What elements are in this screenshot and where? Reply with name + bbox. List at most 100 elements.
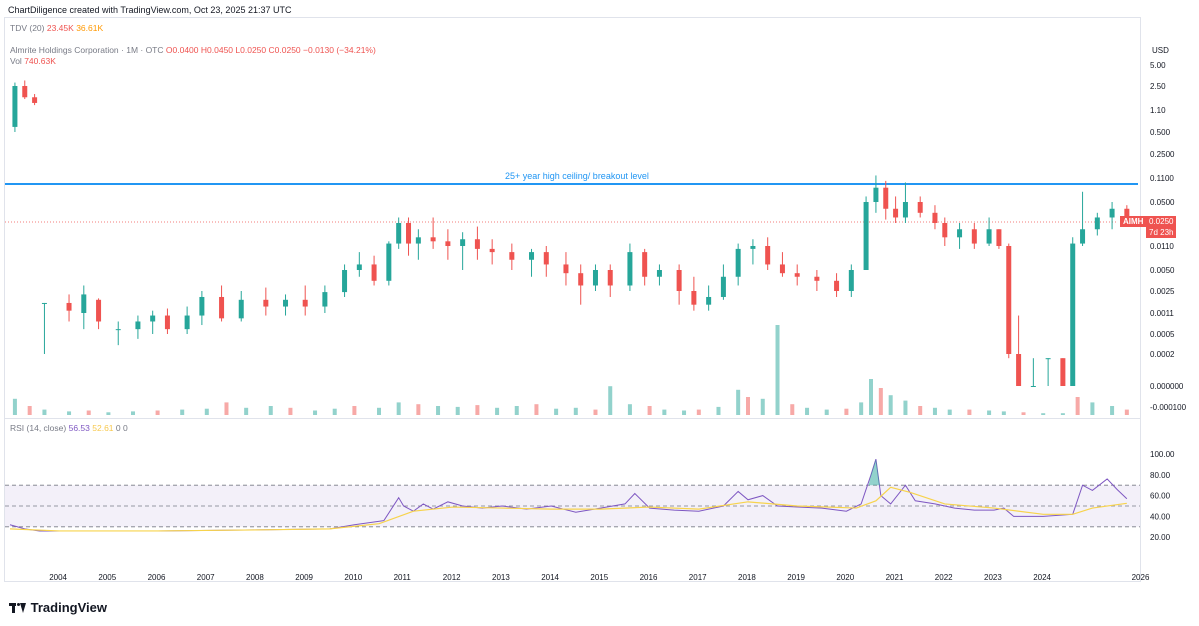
brand-name: TradingView xyxy=(30,600,107,615)
rsi-tick-label: 40.00 xyxy=(1150,512,1171,521)
time-tick-label: 2015 xyxy=(590,573,608,582)
volume-bar xyxy=(844,408,849,415)
tdv-value-1: 23.45K xyxy=(46,23,74,33)
price-badge: 0.0250 xyxy=(1146,216,1177,227)
volume-bar xyxy=(775,325,780,415)
candle-body xyxy=(263,299,269,307)
candle-body xyxy=(529,252,535,260)
currency-label[interactable]: USD xyxy=(1152,46,1169,55)
candle-body xyxy=(750,246,756,249)
time-tick-label: 2019 xyxy=(787,573,805,582)
time-tick-label: 2016 xyxy=(640,573,658,582)
price-tick-label: -0.000100 xyxy=(1150,403,1187,412)
candle-body xyxy=(96,299,102,322)
price-tick-label: 0.2500 xyxy=(1150,150,1175,159)
countdown-badge: 7d 23h xyxy=(1146,227,1177,238)
rsi-value-1: 56.53 xyxy=(68,423,90,433)
candle-body xyxy=(902,202,908,218)
volume-bar xyxy=(332,408,337,415)
time-tick-label: 2017 xyxy=(689,573,707,582)
volume-bar xyxy=(42,409,47,415)
volume-bar xyxy=(12,398,17,415)
volume-bar xyxy=(1060,413,1065,415)
candle-body xyxy=(779,264,785,274)
candle-body xyxy=(135,321,141,330)
candle-body xyxy=(81,294,87,313)
candle-body xyxy=(676,270,682,291)
candle-body xyxy=(1030,386,1036,387)
volume-bar xyxy=(947,409,952,415)
legend-close: C0.0250 xyxy=(268,45,301,55)
volume-bar xyxy=(647,406,652,415)
volume-bar xyxy=(288,407,293,415)
rsi-label: RSI (14, close) xyxy=(10,423,67,433)
candle-body xyxy=(996,229,1002,246)
legend-high: H0.0450 xyxy=(200,45,234,55)
pane-divider[interactable] xyxy=(4,418,1141,419)
symbol-legend[interactable]: Almrite Holdings Corporation · 1M · OTC … xyxy=(10,45,376,55)
candle-body xyxy=(794,273,800,277)
time-tick-label: 2004 xyxy=(49,573,67,582)
rsi-overbought-fill xyxy=(868,459,880,486)
candle-body xyxy=(543,252,549,265)
symbol-name: Almrite Holdings Corporation · 1M · OTC xyxy=(10,45,164,55)
price-tick-label: 0.0011 xyxy=(1150,309,1174,318)
time-tick-label: 2010 xyxy=(344,573,362,582)
candle-body xyxy=(863,202,869,270)
volume-bar xyxy=(27,406,32,415)
volume-bar xyxy=(869,379,873,415)
volume-bar xyxy=(155,410,160,415)
candle-body xyxy=(917,202,923,213)
time-tick-label: 2014 xyxy=(541,573,559,582)
volume-bar xyxy=(682,410,687,415)
legend-low: L0.0250 xyxy=(235,45,267,55)
tdv-indicator[interactable]: TDV (20) 23.45K 36.61K xyxy=(10,23,103,33)
volume-bar xyxy=(903,400,908,415)
tradingview-logo-icon xyxy=(9,603,27,613)
candle-body xyxy=(691,291,697,305)
price-tick-label: 1.10 xyxy=(1150,106,1166,115)
vol-value: 740.63K xyxy=(24,56,56,66)
volume-bar xyxy=(716,406,721,415)
time-tick-label: 2018 xyxy=(738,573,756,582)
time-tick-label: 2011 xyxy=(394,573,412,582)
price-tick-label: 5.00 xyxy=(1150,61,1166,70)
rsi-legend[interactable]: RSI (14, close) 56.53 52.61 0 0 xyxy=(10,423,128,433)
candle-body xyxy=(932,212,938,223)
volume-bar xyxy=(1021,412,1026,415)
rsi-value-2: 52.61 xyxy=(92,423,114,433)
volume-bar xyxy=(1041,413,1046,415)
time-tick-label: 2005 xyxy=(98,573,116,582)
rsi-tick-label: 60.00 xyxy=(1150,492,1171,501)
time-tick-label: 2006 xyxy=(148,573,166,582)
candle-body xyxy=(12,86,18,127)
volume-bar xyxy=(1110,406,1115,415)
candle-body xyxy=(66,302,72,311)
candle-body xyxy=(238,299,244,319)
candle-body xyxy=(814,276,820,281)
volume-bar xyxy=(475,405,480,415)
volume-bar xyxy=(244,407,249,415)
vol-label: Vol xyxy=(10,56,22,66)
candle-body xyxy=(322,292,328,307)
tradingview-logo[interactable]: TradingView xyxy=(9,600,107,615)
candle-body xyxy=(41,302,47,304)
candle-body xyxy=(164,315,170,330)
rsi-ma-line xyxy=(9,486,1127,532)
candle-body xyxy=(509,252,515,260)
candle-body xyxy=(302,299,308,307)
candle-body xyxy=(1045,358,1051,360)
rsi-tick-label: 80.00 xyxy=(1150,471,1171,480)
price-tick-label: 0.0500 xyxy=(1150,198,1175,207)
candle-body xyxy=(873,187,879,202)
candle-body xyxy=(396,223,402,244)
candle-body xyxy=(735,248,741,277)
volume-bar xyxy=(593,409,598,415)
candle-body xyxy=(445,241,451,246)
time-tick-label: 2020 xyxy=(836,573,854,582)
time-tick-label: 2022 xyxy=(935,573,953,582)
volume-legend[interactable]: Vol 740.63K xyxy=(10,56,56,66)
price-tick-label: 0.0025 xyxy=(1150,287,1175,296)
time-tick-label: 2024 xyxy=(1033,573,1051,582)
